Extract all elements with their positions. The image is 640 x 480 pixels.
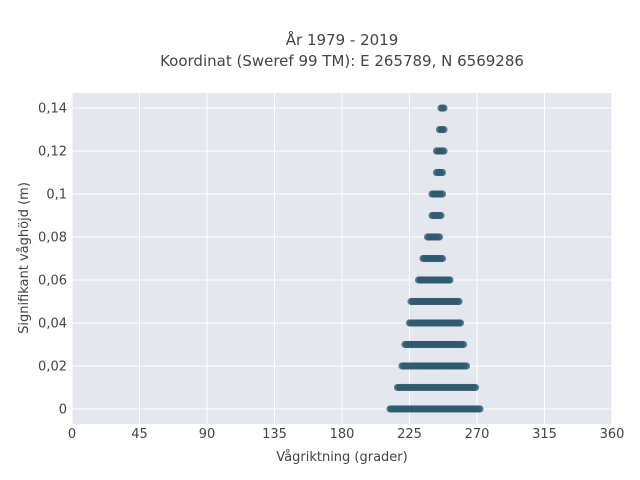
y-tick-label: 0,1 [46,188,67,203]
y-tick-label: 0,08 [38,231,67,246]
x-tick-label: 90 [199,427,216,442]
gridlines [71,93,613,424]
chart-subtitle: Koordinat (Sweref 99 TM): E 265789, N 65… [160,52,524,70]
x-tick-label: 45 [131,427,148,442]
chart-title: År 1979 - 2019 [286,30,399,49]
y-tick-label: 0,04 [38,316,67,331]
x-axis-ticks: 0 45 90 135 180 225 270 315 360 [68,427,625,442]
x-tick-label: 0 [68,427,76,442]
x-tick-label: 180 [330,427,355,442]
y-tick-label: 0,06 [38,273,67,288]
data-point [476,405,484,413]
y-tick-label: 0,02 [38,359,67,374]
y-tick-label: 0 [59,402,67,417]
data-point [440,104,448,112]
data-point [462,362,471,370]
data-point [435,233,444,241]
data-point [437,211,445,220]
data-point [446,276,454,284]
x-tick-label: 270 [465,427,490,442]
y-axis-ticks: 0 0,02 0,04 0,06 0,08 0,1 0,12 0,14 [38,102,67,418]
x-tick-label: 360 [600,427,625,442]
data-point [471,383,480,392]
x-tick-label: 135 [262,427,287,442]
data-point [440,125,448,134]
data-point [459,340,468,349]
y-tick-label: 0,12 [38,145,67,160]
x-tick-label: 315 [532,427,557,442]
y-axis-title: Signifikant våghöjd (m) [17,182,32,334]
data-points [386,104,484,413]
x-axis-title: Vågriktning (grader) [276,450,407,465]
data-point [440,147,448,155]
data-point [438,168,447,177]
data-point [455,297,463,306]
x-tick-label: 225 [397,427,422,442]
data-point [438,254,447,263]
data-point [456,319,465,327]
y-tick-label: 0,14 [38,102,67,117]
data-point [438,190,447,198]
